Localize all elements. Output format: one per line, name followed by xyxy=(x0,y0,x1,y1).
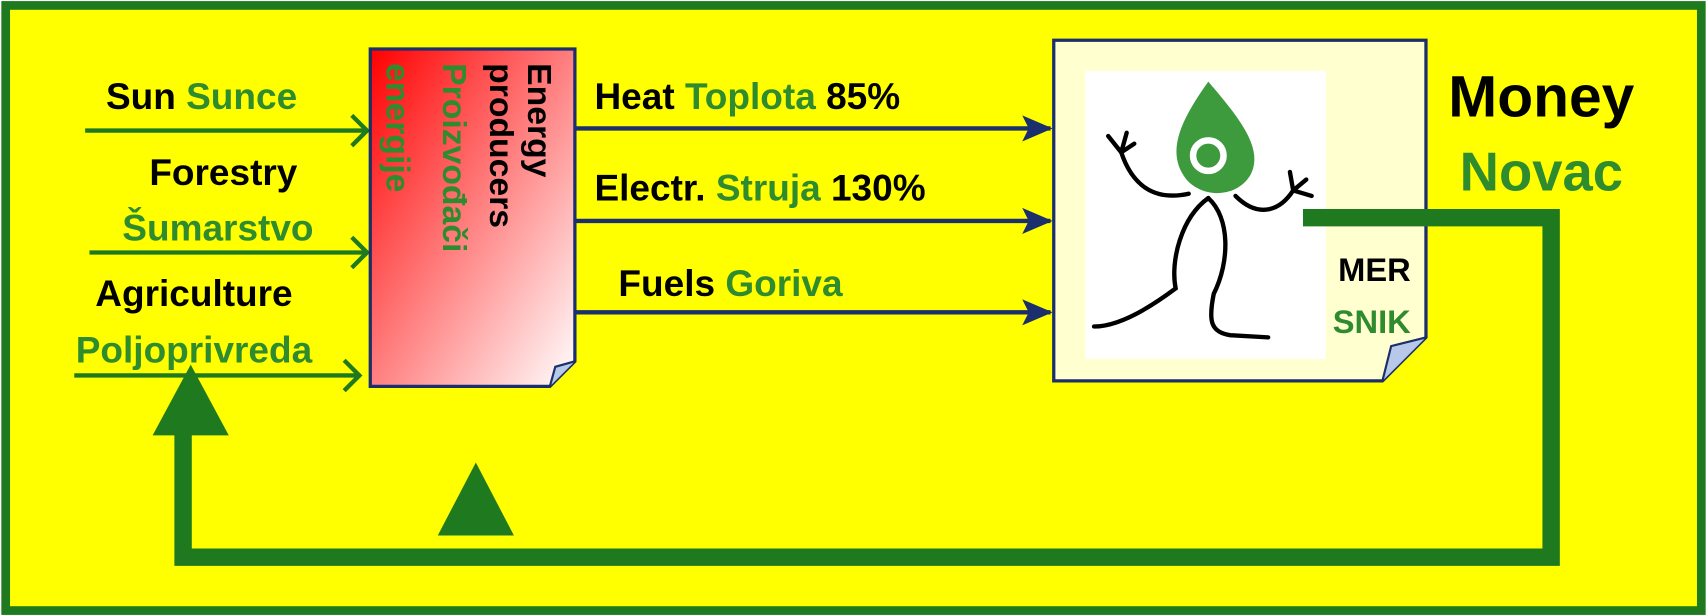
consumer-en: MER xyxy=(1338,251,1411,288)
producer-hr: Proizvođači xyxy=(435,63,473,252)
producer-en: Energy xyxy=(520,63,558,178)
output-hr: Struja xyxy=(716,167,821,208)
producer-hr: energije xyxy=(379,63,417,192)
input-label: Sun Sunce xyxy=(106,76,297,117)
output-en: Heat xyxy=(594,76,674,117)
diagram: Sun Sunce Forestry Šumarstvo Agriculture… xyxy=(0,0,1707,616)
output-label: Fuels Goriva xyxy=(618,263,843,304)
output-hr: Goriva xyxy=(725,263,843,304)
money-en: Money xyxy=(1448,64,1634,129)
input-en: Forestry xyxy=(149,152,297,193)
output-share: 85% xyxy=(826,76,900,117)
page: { "inputs": [ {"en": "Sun", "hr": "Sunce… xyxy=(0,0,1707,616)
money-hr: Novac xyxy=(1460,141,1623,202)
producer-en: producers xyxy=(482,63,520,228)
output-hr: Toplota xyxy=(685,76,816,117)
input-hr: Poljoprivreda xyxy=(76,329,313,370)
consumer-hr: SNIK xyxy=(1333,303,1411,340)
output-en: Fuels xyxy=(618,263,715,304)
input-en: Agriculture xyxy=(95,273,292,314)
output-label: Heat Toplota 85% xyxy=(594,76,900,117)
output-en: Electr. xyxy=(594,167,705,208)
output-label: Electr. Struja 130% xyxy=(594,167,925,208)
input-en: Sun xyxy=(106,76,176,117)
output-share: 130% xyxy=(831,167,926,208)
input-hr: Šumarstvo xyxy=(122,207,313,249)
input-hr: Sunce xyxy=(186,76,297,117)
